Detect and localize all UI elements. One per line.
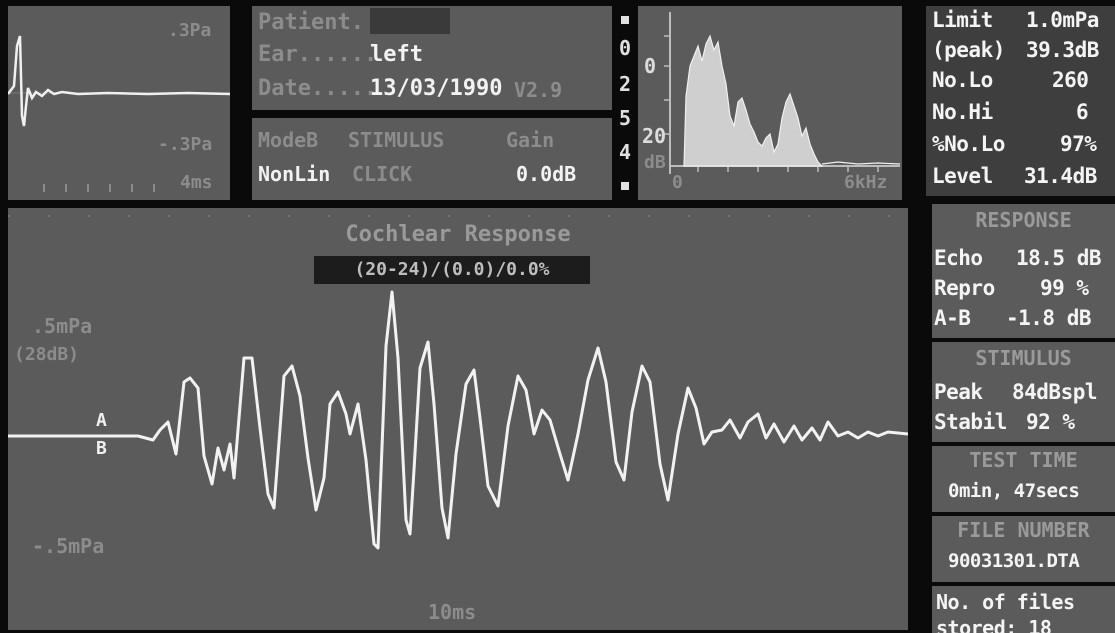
main-panel-subtitle: (20-24)/(0.0)/0.0% — [354, 259, 550, 280]
limit-value: 1.0mPa — [1026, 8, 1099, 32]
file-number-panel: FILE NUMBER 90031301.DTA — [932, 516, 1115, 582]
date-label: Date..... — [258, 76, 378, 101]
ear-label: Ear...... — [258, 42, 378, 67]
main-panel-subtitle-box: (20-24)/(0.0)/0.0% — [314, 256, 590, 284]
patient-info-panel: Patient. Ear...... left Date..... 13/03/… — [252, 6, 612, 110]
test-time-header: TEST TIME — [969, 448, 1078, 472]
response-header: RESPONSE — [975, 208, 1072, 232]
a-b-label: A-B — [934, 306, 971, 330]
spectrum-y-top: 0 — [644, 54, 657, 78]
scale-digit: 4 — [619, 140, 632, 164]
no-hi-value: 6 — [1076, 100, 1089, 124]
mode-panel: ModeB STIMULUS Gain NonLin CLICK 0.0dB — [252, 118, 612, 200]
patient-name-field — [370, 8, 450, 34]
scale-marker-bottom — [621, 182, 629, 190]
pct-no-lo-label: %No.Lo — [932, 132, 1005, 156]
main-time-label: 10ms — [428, 600, 477, 624]
peak-label: (peak) — [932, 38, 1005, 62]
cochlear-response-panel: Cochlear Response (20-24)/(0.0)/0.0% .5m… — [8, 208, 908, 630]
stimulus-waveform-trace — [8, 35, 230, 192]
stabil-value: 92 % — [1026, 410, 1075, 434]
main-panel-title: Cochlear Response — [345, 222, 571, 247]
gain-value: 0.0dB — [516, 162, 577, 186]
level-label: Level — [932, 164, 993, 188]
scale-digit: 5 — [619, 106, 632, 130]
repro-value: 99 % — [1040, 276, 1089, 300]
mode-header: ModeB — [258, 128, 319, 152]
file-number-header: FILE NUMBER — [957, 518, 1090, 542]
level-value: 31.4dB — [1024, 164, 1097, 188]
files-stored-line2: stored: 18 — [936, 616, 1052, 633]
cochlear-response-trace — [8, 215, 908, 550]
marker-b: B — [96, 438, 107, 459]
files-stored-panel: No. of files stored: 18 — [932, 586, 1115, 633]
main-lower-scale: -.5mPa — [32, 534, 105, 558]
spectrum-panel: 0 20 dB 0 6kHz — [638, 6, 902, 200]
response-panel: RESPONSE Echo 18.5 dB Repro 99 % A-B -1.… — [932, 204, 1115, 338]
marker-a: A — [96, 410, 107, 431]
stabil-label: Stabil — [934, 410, 1007, 434]
no-lo-value: 260 — [1052, 68, 1089, 92]
peak-spl-label: Peak — [934, 380, 983, 404]
mode-value: NonLin — [258, 162, 331, 186]
version-label: V2.9 — [514, 78, 563, 102]
waveform-time-label: 4ms — [180, 172, 213, 193]
spectrum-plot — [664, 12, 901, 174]
stimulus-header: STIMULUS — [348, 128, 445, 152]
date-value: 13/03/1990 — [370, 76, 503, 101]
test-time-value: 0min, 47secs — [948, 480, 1080, 502]
no-hi-label: No.Hi — [932, 100, 993, 124]
waveform-bottom-scale: -.3Pa — [158, 134, 213, 155]
scale-digit: 2 — [619, 72, 632, 96]
limit-label: Limit — [932, 8, 993, 32]
stimulus-panel: STIMULUS Peak 84dBspl Stabil 92 % — [932, 342, 1115, 442]
repro-label: Repro — [934, 276, 995, 300]
stimulus-waveform-panel: .3Pa -.3Pa 4ms — [8, 6, 230, 200]
gain-header: Gain — [506, 128, 555, 152]
patient-label: Patient. — [258, 10, 364, 35]
files-stored-line1: No. of files — [936, 590, 1075, 614]
test-time-panel: TEST TIME 0min, 47secs — [932, 446, 1115, 512]
file-number-value: 90031301.DTA — [948, 550, 1080, 572]
peak-value: 39.3dB — [1026, 38, 1099, 62]
pct-no-lo-value: 97% — [1060, 132, 1097, 156]
a-b-value: -1.8 dB — [1006, 306, 1092, 330]
spectrum-y-mid: 20 — [642, 124, 667, 148]
no-lo-label: No.Lo — [932, 68, 993, 92]
echo-label: Echo — [934, 246, 983, 270]
waveform-top-scale: .3Pa — [168, 20, 212, 41]
scale-digit: 0 — [619, 36, 632, 60]
scale-marker-top — [621, 16, 629, 24]
scale-digit-column: 0 2 5 4 — [614, 6, 636, 200]
echo-value: 18.5 dB — [1016, 246, 1102, 270]
stimulus-value: CLICK — [352, 162, 413, 186]
stimulus-panel-header: STIMULUS — [975, 346, 1072, 370]
main-upper-scale-sub: (28dB) — [14, 344, 80, 365]
spectrum-x-end: 6kHz — [844, 172, 888, 193]
spectrum-y-unit: dB — [644, 152, 666, 173]
ear-value: left — [370, 42, 423, 67]
summary-panel: Limit 1.0mPa (peak) 39.3dB No.Lo 260 No.… — [926, 6, 1115, 196]
peak-spl-value: 84dBspl — [1012, 380, 1098, 404]
main-upper-scale: .5mPa — [32, 314, 93, 338]
spectrum-x-start: 0 — [672, 172, 683, 193]
